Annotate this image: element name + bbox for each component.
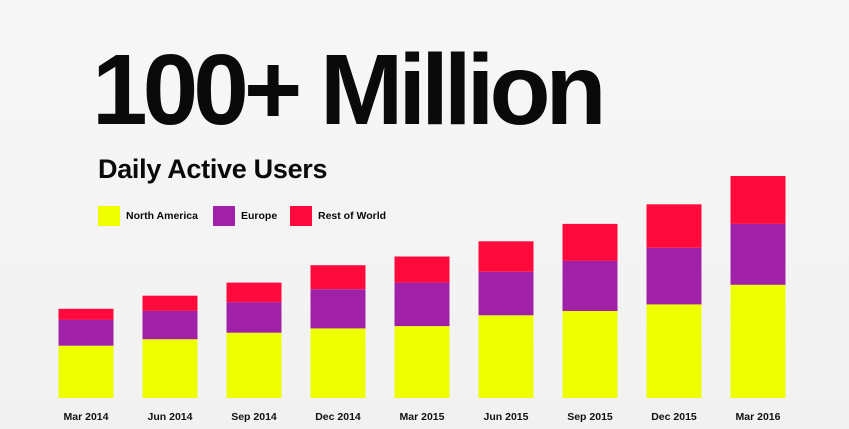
bar-segment-north-america-mar-2016: [730, 284, 786, 398]
legend-label-north-america: North America: [126, 210, 198, 222]
bar-segment-rest-of-world-jun-2015: [478, 241, 534, 272]
bar-segment-europe-dec-2015: [646, 247, 702, 305]
x-tick-label-dec-2014: Dec 2014: [315, 411, 361, 423]
subtitle: Daily Active Users: [98, 154, 328, 184]
bar-segment-north-america-mar-2014: [58, 345, 114, 398]
legend-swatch-rest-of-world: [290, 206, 312, 226]
legend-item-europe: Europe: [213, 205, 277, 227]
x-tick-label-jun-2015: Jun 2015: [484, 411, 529, 423]
legend-item-north-america: North America: [98, 205, 198, 227]
bar-segment-rest-of-world-mar-2014: [58, 308, 114, 320]
bar-segment-rest-of-world-jun-2014: [142, 295, 198, 311]
bar-segment-europe-dec-2014: [310, 289, 366, 329]
x-tick-label-mar-2014: Mar 2014: [64, 411, 109, 423]
x-tick-label-mar-2016: Mar 2016: [736, 411, 781, 423]
bar-segment-rest-of-world-mar-2015: [394, 256, 450, 283]
bar-segment-rest-of-world-dec-2015: [646, 204, 702, 248]
x-tick-label-mar-2015: Mar 2015: [400, 411, 445, 423]
bar-segment-north-america-sep-2014: [226, 332, 282, 398]
bar-segment-europe-sep-2015: [562, 260, 618, 311]
bar-segment-rest-of-world-sep-2014: [226, 282, 282, 303]
legend-swatch-europe: [213, 206, 235, 226]
bar-segment-north-america-dec-2015: [646, 304, 702, 398]
bar-segment-europe-mar-2015: [394, 282, 450, 327]
legend-label-rest-of-world: Rest of World: [318, 210, 387, 222]
bar-segment-europe-jun-2014: [142, 310, 198, 340]
bar-segment-europe-mar-2016: [730, 223, 786, 285]
legend-swatch-north-america: [98, 206, 120, 226]
x-tick-label-dec-2015: Dec 2015: [651, 411, 697, 423]
bar-segment-europe-jun-2015: [478, 271, 534, 316]
bar-segment-rest-of-world-sep-2015: [562, 223, 618, 261]
bar-segment-north-america-jun-2014: [142, 339, 198, 398]
x-tick-label-sep-2014: Sep 2014: [231, 411, 277, 423]
legend-label-europe: Europe: [241, 210, 278, 222]
bar-segment-europe-mar-2014: [58, 319, 114, 346]
bar-segment-north-america-dec-2014: [310, 328, 366, 398]
bar-segment-rest-of-world-dec-2014: [310, 265, 366, 290]
x-tick-label-sep-2015: Sep 2015: [567, 411, 613, 423]
bar-segment-north-america-mar-2015: [394, 326, 450, 398]
headline-title: 100+ Million: [92, 34, 607, 146]
bar-segment-north-america-jun-2015: [478, 315, 534, 398]
x-tick-label-jun-2014: Jun 2014: [148, 411, 193, 423]
bar-segment-europe-sep-2014: [226, 302, 282, 333]
bar-segment-rest-of-world-mar-2016: [730, 176, 786, 224]
legend-item-rest-of-world: Rest of World: [290, 205, 386, 227]
bar-segment-north-america-sep-2015: [562, 310, 618, 398]
